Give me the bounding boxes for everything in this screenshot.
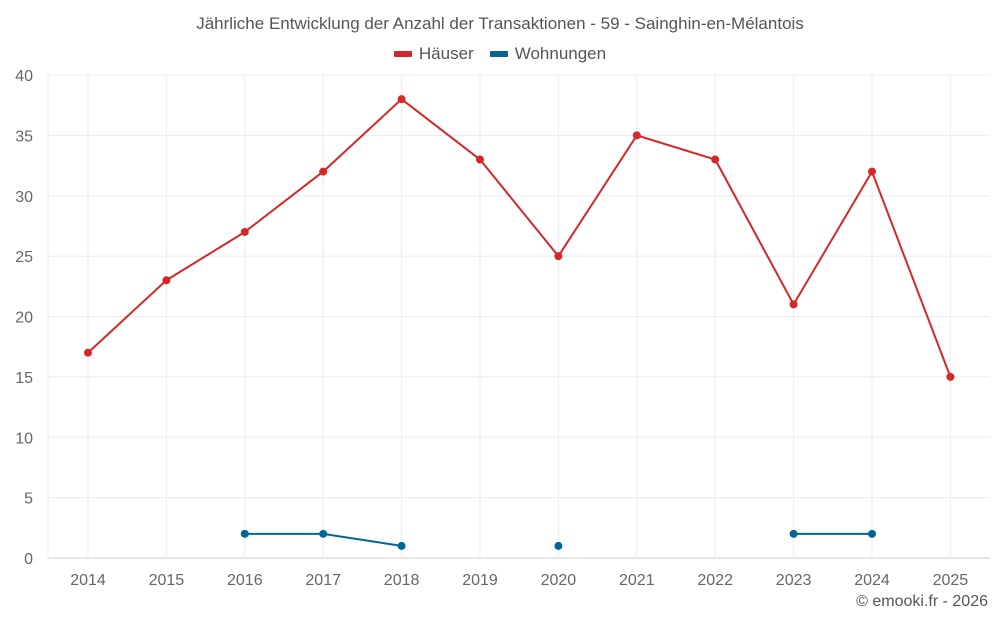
y-tick-label: 0 — [24, 551, 33, 568]
y-tick-label: 30 — [15, 189, 33, 206]
grid — [47, 74, 990, 559]
data-point-haeuser — [711, 155, 720, 164]
series-line-haeuser — [243, 170, 325, 233]
data-point-wohnungen — [789, 529, 798, 538]
legend-label-haeuser: Häuser — [418, 44, 474, 63]
chart-title: Jährliche Entwicklung der Anzahl der Tra… — [196, 14, 804, 33]
data-point-haeuser — [397, 95, 406, 104]
series-wohnungen — [240, 529, 876, 550]
series-line-haeuser — [165, 230, 246, 282]
series-line-haeuser — [557, 134, 638, 258]
y-tick-label: 15 — [15, 370, 33, 387]
y-tick-label: 40 — [15, 68, 33, 85]
y-tick-label: 25 — [15, 249, 33, 266]
series-haeuser — [84, 95, 955, 381]
legend-item-wohnungen[interactable]: Wohnungen — [489, 44, 607, 64]
data-point-wohnungen — [319, 529, 328, 538]
series-line-haeuser — [322, 98, 403, 173]
series-line-haeuser — [635, 134, 717, 161]
x-tick-label: 2018 — [384, 572, 420, 589]
data-point-haeuser — [632, 131, 641, 140]
data-point-haeuser — [240, 227, 249, 236]
data-point-haeuser — [946, 372, 955, 381]
x-tick-label: 2016 — [227, 572, 263, 589]
x-tick-label: 2019 — [462, 572, 498, 589]
series-line-haeuser — [479, 158, 560, 258]
series-line-haeuser — [87, 279, 168, 354]
x-tick-label: 2021 — [619, 572, 655, 589]
legend-swatch-haeuser — [393, 51, 412, 57]
data-point-haeuser — [789, 300, 798, 309]
legend: Häuser Wohnungen — [0, 44, 1000, 64]
x-tick-label: 2020 — [541, 572, 577, 589]
x-tick-label: 2015 — [149, 572, 185, 589]
x-tick-label: 2017 — [305, 572, 341, 589]
series-line-haeuser — [714, 158, 795, 306]
y-tick-label: 35 — [15, 128, 33, 145]
y-tick-label: 20 — [15, 310, 33, 327]
legend-item-haeuser[interactable]: Häuser — [393, 44, 474, 64]
data-point-wohnungen — [868, 529, 876, 538]
legend-label-wohnungen: Wohnungen — [514, 44, 607, 63]
data-point-haeuser — [476, 155, 484, 164]
x-tick-label: 2014 — [70, 572, 106, 589]
series-line-wohnungen — [322, 532, 403, 547]
data-point-haeuser — [84, 348, 92, 357]
series-line-haeuser — [871, 170, 952, 378]
data-point-haeuser — [868, 167, 876, 176]
x-tick-label: 2022 — [697, 572, 733, 589]
data-point-haeuser — [319, 167, 328, 176]
y-tick-label: 5 — [24, 491, 33, 508]
x-tick-label: 2024 — [854, 572, 890, 589]
data-point-haeuser — [162, 276, 171, 285]
data-point-wohnungen — [240, 529, 249, 538]
x-tick-label: 2025 — [933, 572, 969, 589]
credit-text: © emooki.fr - 2026 — [856, 593, 988, 610]
legend-swatch-wohnungen — [489, 51, 508, 57]
x-tick-label: 2023 — [776, 572, 812, 589]
series-line-haeuser — [792, 170, 873, 306]
data-point-wohnungen — [397, 541, 406, 550]
y-tick-label: 10 — [15, 430, 33, 447]
series-line-haeuser — [400, 98, 481, 161]
data-point-wohnungen — [554, 541, 563, 550]
data-point-haeuser — [554, 252, 563, 261]
series — [84, 95, 955, 550]
